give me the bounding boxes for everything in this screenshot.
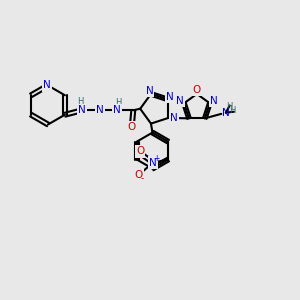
Text: O: O xyxy=(136,146,144,157)
Text: N: N xyxy=(96,105,104,115)
Text: N: N xyxy=(170,113,178,123)
Text: N: N xyxy=(176,96,184,106)
Text: N: N xyxy=(166,92,174,102)
Text: N: N xyxy=(146,86,153,96)
Text: O: O xyxy=(193,85,201,95)
Text: H: H xyxy=(226,102,232,111)
Text: N: N xyxy=(222,108,230,118)
Text: N: N xyxy=(78,105,86,115)
Text: N: N xyxy=(149,158,157,168)
Text: +: + xyxy=(153,154,159,163)
Text: N: N xyxy=(43,80,51,91)
Text: -: - xyxy=(140,174,144,183)
Text: O: O xyxy=(135,170,143,180)
Text: H: H xyxy=(77,97,83,106)
Text: H: H xyxy=(230,106,236,115)
Text: H: H xyxy=(115,98,122,107)
Text: N: N xyxy=(113,105,121,115)
Text: N: N xyxy=(210,96,218,106)
Text: O: O xyxy=(128,122,136,132)
